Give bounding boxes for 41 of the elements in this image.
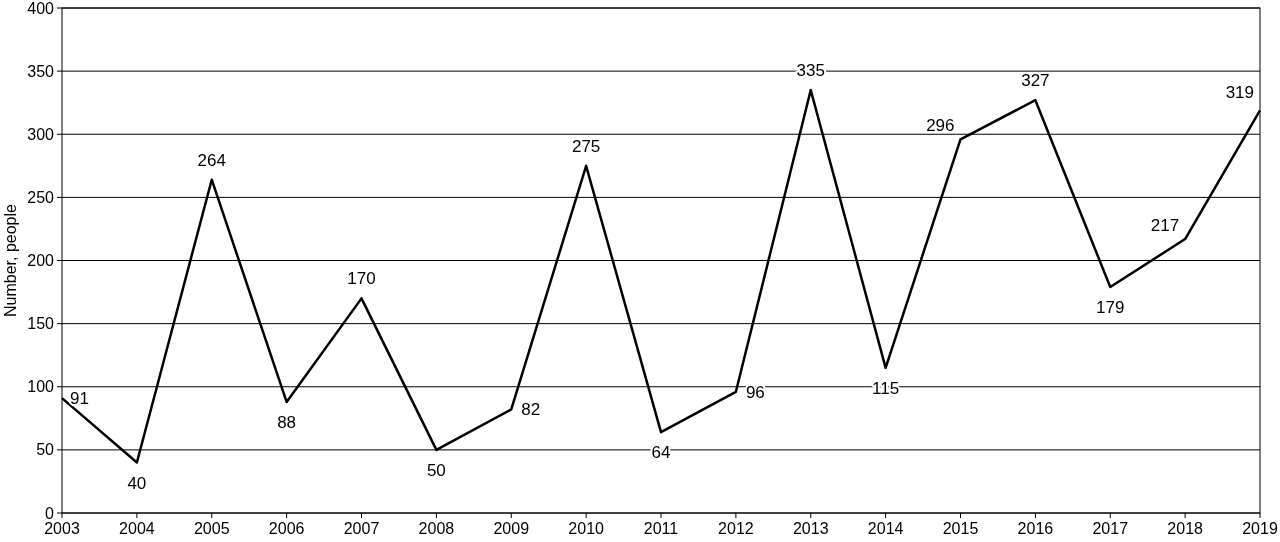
data-label: 82 — [521, 400, 541, 420]
data-label: 50 — [426, 460, 446, 480]
x-tick-label: 2013 — [792, 520, 829, 537]
y-tick-label: 250 — [27, 188, 55, 206]
y-tick-label: 400 — [27, 0, 55, 17]
x-tick-label: 2009 — [493, 520, 530, 537]
data-label: 264 — [197, 150, 226, 170]
x-tick-label: 2010 — [568, 520, 605, 537]
y-tick-label: 300 — [27, 125, 55, 143]
data-label: 217 — [1150, 216, 1180, 236]
data-label: 319 — [1225, 83, 1254, 103]
data-label: 296 — [926, 116, 955, 136]
y-tick-label: 350 — [27, 62, 55, 80]
y-tick-label: 150 — [27, 315, 55, 333]
x-tick-label: 2018 — [1167, 520, 1204, 537]
y-tick-label: 200 — [27, 252, 55, 270]
x-tick-label: 2003 — [44, 520, 80, 537]
data-label: 275 — [571, 136, 601, 156]
data-label: 170 — [347, 269, 376, 289]
x-tick-label: 2014 — [867, 520, 904, 537]
x-tick-label: 2016 — [1017, 520, 1054, 537]
x-tick-label: 2017 — [1092, 520, 1129, 537]
data-label: 88 — [277, 412, 297, 432]
data-label: 91 — [70, 389, 89, 409]
data-label: 40 — [127, 473, 147, 493]
data-label: 327 — [1021, 71, 1050, 91]
x-tick-label: 2019 — [1242, 520, 1278, 537]
data-label: 179 — [1096, 298, 1125, 318]
x-tick-label: 2004 — [119, 520, 155, 537]
x-tick-label: 2008 — [418, 520, 455, 537]
data-label: 96 — [745, 382, 765, 402]
x-tick-label: 2011 — [643, 520, 679, 537]
x-tick-label: 2007 — [343, 520, 380, 537]
x-tick-label: 2015 — [942, 520, 979, 537]
y-tick-label: 0 — [45, 504, 55, 522]
y-tick-label: 100 — [27, 378, 55, 396]
y-tick-label: 50 — [36, 441, 55, 459]
x-tick-label: 2006 — [268, 520, 305, 537]
x-tick-label: 2005 — [193, 520, 230, 537]
y-axis-title: Number, people — [2, 203, 19, 317]
x-tick-label: 2012 — [718, 520, 754, 537]
